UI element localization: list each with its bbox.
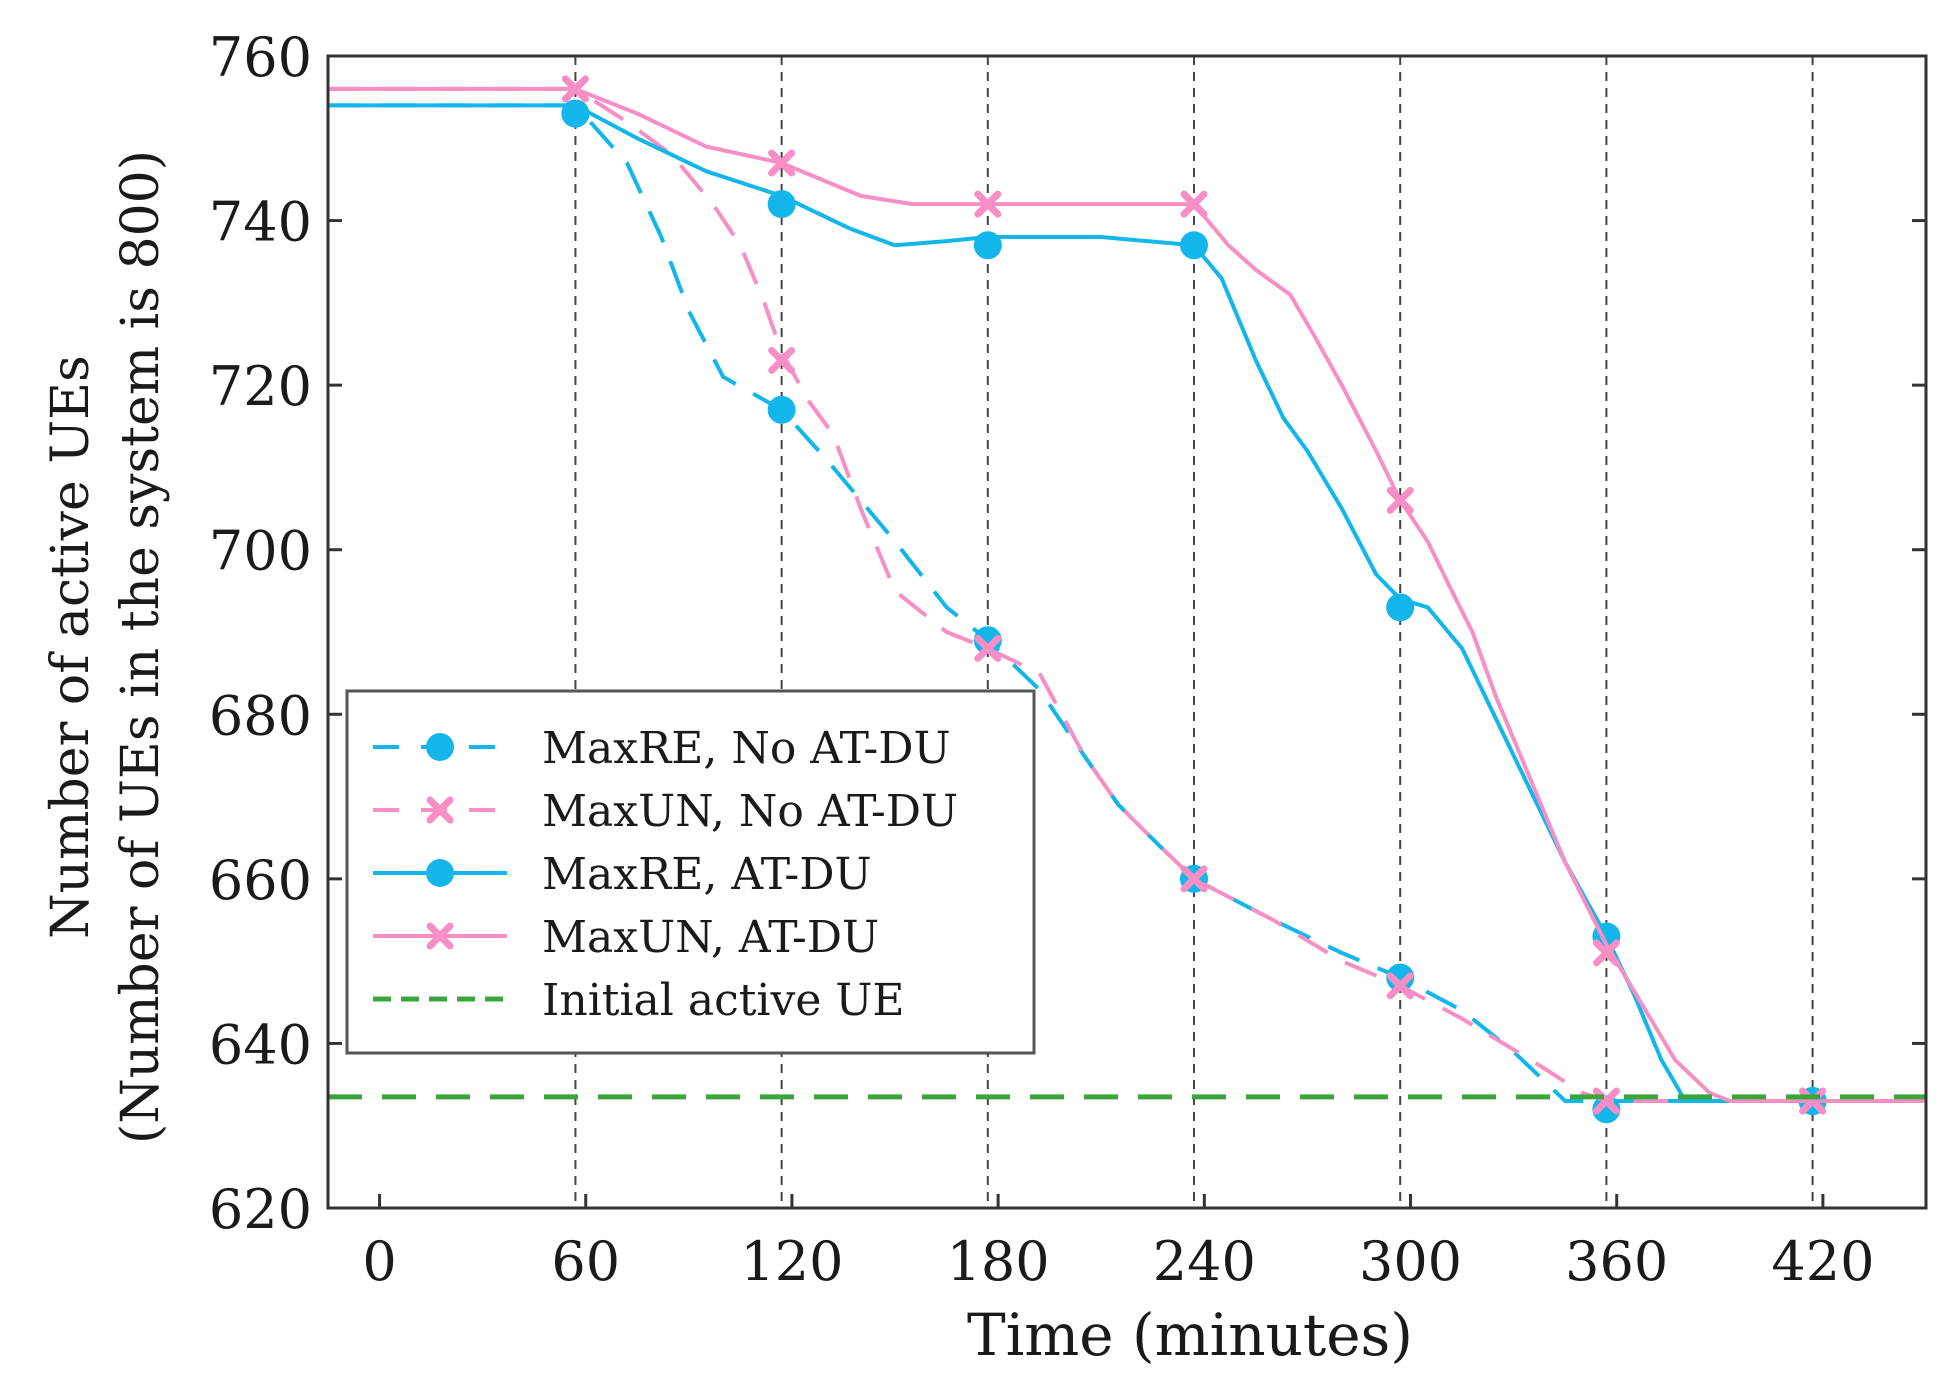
data-point-x xyxy=(1592,1087,1620,1115)
legend-item: MaxUN, No AT-DU xyxy=(373,786,958,837)
y-tick-label: 620 xyxy=(209,1178,312,1241)
y-tick-label: 740 xyxy=(209,191,312,254)
legend-label: MaxRE, No AT-DU xyxy=(542,723,951,774)
legend-label: MaxUN, AT-DU xyxy=(542,912,879,963)
y-tick-label: 680 xyxy=(209,684,312,747)
data-point-x xyxy=(768,149,796,177)
data-point-circle xyxy=(561,99,590,128)
y-tick-label: 760 xyxy=(209,26,312,89)
data-point-x xyxy=(1386,486,1414,514)
data-point-x xyxy=(1180,865,1208,893)
y-tick-label: 640 xyxy=(209,1013,312,1076)
legend: MaxRE, No AT-DU MaxUN, No AT-DU MaxRE, AT-… xyxy=(345,689,1036,1055)
legend-item: MaxUN, AT-DU xyxy=(373,912,879,963)
data-point-x xyxy=(1592,939,1620,967)
y-axis-label: Number of active UEs xyxy=(41,355,101,939)
x-tick-label: 120 xyxy=(740,1230,843,1293)
data-point-circle xyxy=(1386,963,1415,992)
legend-marker-circle xyxy=(426,859,454,887)
legend-label: Initial active UE xyxy=(542,975,905,1026)
y-tick-label: 720 xyxy=(209,355,312,418)
x-tick-label: 360 xyxy=(1565,1230,1668,1293)
data-point-x xyxy=(974,190,1002,218)
plot-area-border xyxy=(326,54,1928,1210)
legend-item: Initial active UE xyxy=(373,975,905,1026)
data-point-x xyxy=(1180,190,1208,218)
legend-marker-x xyxy=(426,796,454,824)
series-line xyxy=(328,86,1926,1103)
y-tick-label: 660 xyxy=(209,849,312,912)
data-point-circle xyxy=(973,231,1002,260)
x-tick-label: 240 xyxy=(1153,1230,1256,1293)
legend-marker-circle xyxy=(426,733,454,761)
data-point-x xyxy=(974,634,1002,662)
legend-item: MaxRE, AT-DU xyxy=(373,849,872,900)
y-axis-label-subtitle: (Number of UEs in the system is 800) xyxy=(111,150,171,1144)
data-point-circle xyxy=(1386,593,1415,622)
x-tick-label: 420 xyxy=(1771,1230,1874,1293)
x-axis-label: Time (minutes) xyxy=(967,1301,1413,1369)
series-line xyxy=(328,103,1926,1103)
series-layer xyxy=(328,75,1926,1124)
data-point-x xyxy=(1799,1087,1827,1115)
series-4 xyxy=(328,75,1926,1115)
plot-frame xyxy=(326,54,1928,1210)
series-line xyxy=(328,103,1926,1103)
data-point-circle xyxy=(767,190,796,219)
legend-items: MaxRE, No AT-DU MaxUN, No AT-DU MaxRE, AT-… xyxy=(373,723,958,1026)
legend-item: MaxRE, No AT-DU xyxy=(373,723,951,774)
legend-marker-x xyxy=(426,922,454,950)
y-tick-label: 700 xyxy=(209,520,312,583)
x-tick-label: 0 xyxy=(362,1230,396,1293)
legend-label: MaxUN, No AT-DU xyxy=(542,786,958,837)
data-point-x xyxy=(768,346,796,374)
x-tick-label: 60 xyxy=(551,1230,620,1293)
axes: 620 640 660 680 700 720 740 760 0 60 120 180 240 300 3… xyxy=(209,26,1926,1293)
data-point-x xyxy=(1386,972,1414,1000)
x-tick-label: 300 xyxy=(1359,1230,1462,1293)
x-tick-label: 180 xyxy=(947,1230,1050,1293)
data-point-circle xyxy=(973,626,1002,655)
data-point-x xyxy=(561,75,589,103)
legend-label: MaxRE, AT-DU xyxy=(542,849,872,900)
data-point-circle xyxy=(767,395,796,424)
series-line xyxy=(328,86,1926,1103)
data-point-circle xyxy=(1180,231,1209,260)
